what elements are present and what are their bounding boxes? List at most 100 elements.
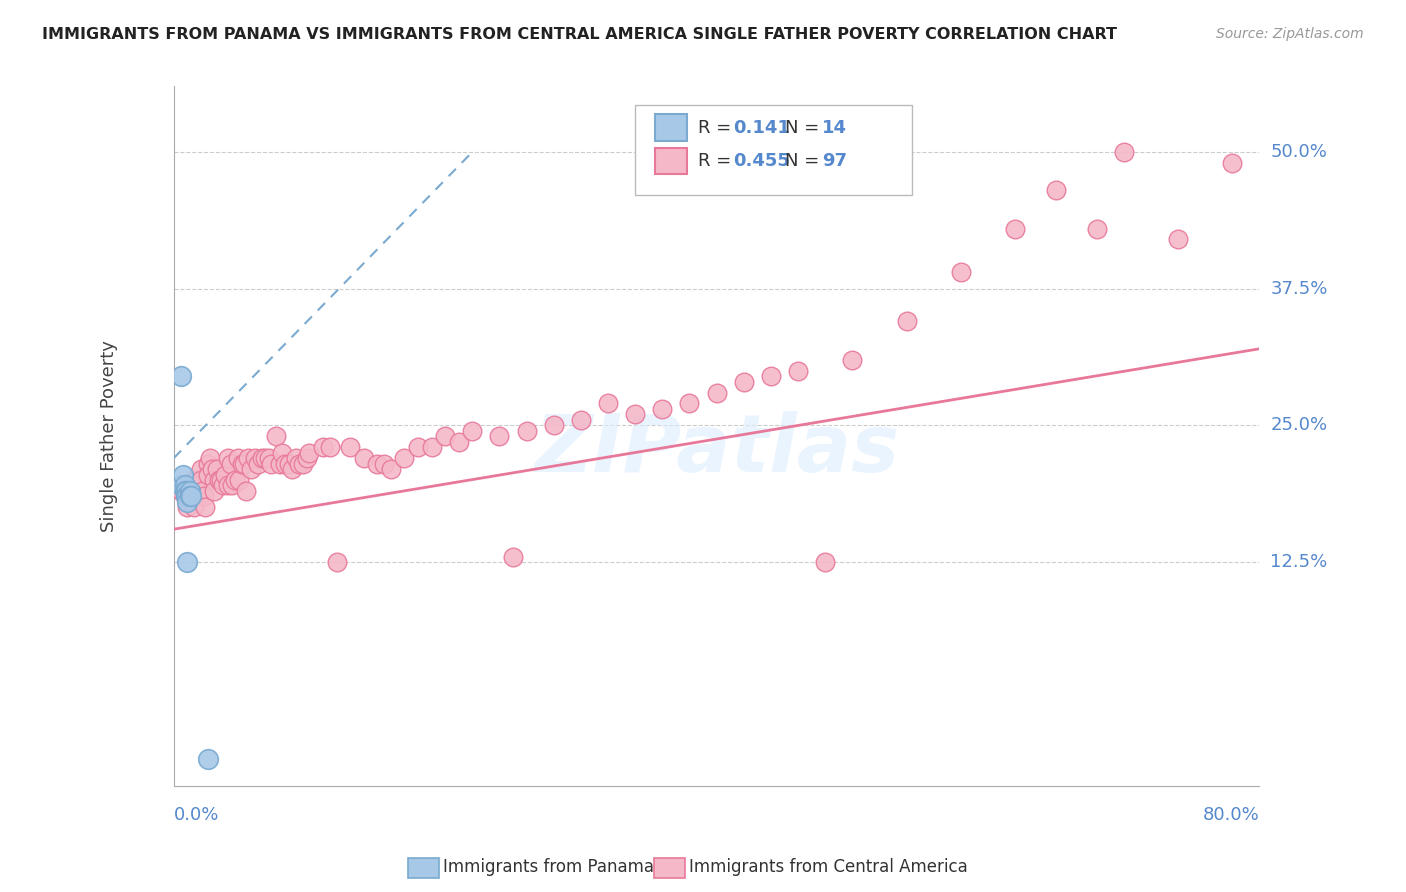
Point bbox=[233, 457, 256, 471]
Point bbox=[278, 457, 301, 471]
Point bbox=[176, 555, 198, 569]
Point bbox=[179, 490, 201, 504]
Point bbox=[543, 418, 565, 433]
Point bbox=[353, 451, 375, 466]
FancyBboxPatch shape bbox=[636, 105, 912, 194]
Point bbox=[197, 467, 219, 482]
Point bbox=[271, 445, 294, 459]
Point bbox=[295, 451, 318, 466]
Point bbox=[173, 483, 195, 498]
Point bbox=[204, 473, 226, 487]
Point bbox=[596, 396, 619, 410]
Point bbox=[173, 478, 195, 492]
Point bbox=[188, 486, 211, 500]
Point bbox=[1167, 232, 1189, 246]
Point bbox=[211, 478, 233, 492]
Text: IMMIGRANTS FROM PANAMA VS IMMIGRANTS FROM CENTRAL AMERICA SINGLE FATHER POVERTY : IMMIGRANTS FROM PANAMA VS IMMIGRANTS FRO… bbox=[42, 27, 1118, 42]
Point bbox=[183, 490, 205, 504]
Point bbox=[169, 478, 191, 492]
Point bbox=[235, 483, 257, 498]
Point bbox=[179, 478, 201, 492]
Point bbox=[172, 467, 194, 482]
Point bbox=[269, 457, 291, 471]
Point bbox=[312, 440, 335, 454]
Point bbox=[183, 500, 205, 515]
Point bbox=[176, 495, 198, 509]
Point bbox=[173, 490, 195, 504]
FancyBboxPatch shape bbox=[655, 114, 688, 141]
Point bbox=[204, 483, 226, 498]
Text: 0.141: 0.141 bbox=[733, 119, 790, 136]
Point bbox=[207, 473, 229, 487]
Point bbox=[291, 457, 314, 471]
Point bbox=[264, 429, 287, 443]
Point bbox=[1085, 221, 1108, 235]
Point bbox=[488, 429, 510, 443]
Point bbox=[319, 440, 342, 454]
Point bbox=[224, 473, 246, 487]
Point bbox=[373, 457, 395, 471]
Text: 50.0%: 50.0% bbox=[1270, 143, 1327, 161]
Point bbox=[174, 483, 197, 498]
Text: R =: R = bbox=[699, 119, 731, 136]
Point bbox=[169, 483, 191, 498]
Point bbox=[1004, 221, 1026, 235]
Point bbox=[187, 478, 209, 492]
Point bbox=[1045, 183, 1067, 197]
Point bbox=[678, 396, 700, 410]
Point bbox=[284, 451, 307, 466]
Point bbox=[214, 467, 236, 482]
Point bbox=[193, 490, 215, 504]
Point bbox=[759, 369, 782, 384]
Point bbox=[194, 500, 217, 515]
Point bbox=[200, 451, 222, 466]
Point bbox=[814, 555, 837, 569]
Point bbox=[176, 490, 198, 504]
FancyBboxPatch shape bbox=[655, 148, 688, 174]
Point bbox=[243, 451, 266, 466]
Text: 37.5%: 37.5% bbox=[1270, 280, 1327, 298]
Text: ZIPatlas: ZIPatlas bbox=[534, 411, 898, 489]
Point bbox=[209, 473, 232, 487]
Point bbox=[180, 490, 202, 504]
Point bbox=[298, 445, 321, 459]
Point bbox=[733, 375, 755, 389]
Point bbox=[179, 483, 201, 498]
Point bbox=[221, 478, 243, 492]
Point bbox=[179, 490, 201, 504]
Point bbox=[257, 451, 280, 466]
Point bbox=[169, 369, 191, 384]
Point bbox=[217, 451, 239, 466]
Point bbox=[366, 457, 388, 471]
Point bbox=[180, 492, 202, 507]
Point bbox=[339, 440, 361, 454]
Point bbox=[274, 457, 297, 471]
Text: 14: 14 bbox=[823, 119, 846, 136]
Point bbox=[380, 462, 402, 476]
Text: R =: R = bbox=[699, 152, 731, 170]
Point bbox=[219, 457, 242, 471]
Text: Immigrants from Central America: Immigrants from Central America bbox=[689, 858, 967, 876]
Point bbox=[197, 752, 219, 766]
Point bbox=[281, 462, 304, 476]
Text: 0.0%: 0.0% bbox=[174, 805, 219, 824]
Point bbox=[176, 495, 198, 509]
Point bbox=[949, 265, 972, 279]
Text: 80.0%: 80.0% bbox=[1202, 805, 1260, 824]
Point bbox=[176, 500, 198, 515]
Point bbox=[240, 462, 263, 476]
Text: 25.0%: 25.0% bbox=[1270, 417, 1327, 434]
Text: 12.5%: 12.5% bbox=[1270, 553, 1327, 571]
Point bbox=[706, 385, 728, 400]
Point bbox=[569, 413, 592, 427]
Text: 97: 97 bbox=[823, 152, 846, 170]
Point bbox=[186, 473, 208, 487]
Point bbox=[461, 424, 484, 438]
Point bbox=[287, 457, 309, 471]
Point bbox=[502, 549, 524, 564]
Point bbox=[651, 401, 673, 416]
Point bbox=[253, 451, 276, 466]
Point bbox=[246, 457, 269, 471]
Point bbox=[191, 483, 214, 498]
Point bbox=[394, 451, 416, 466]
